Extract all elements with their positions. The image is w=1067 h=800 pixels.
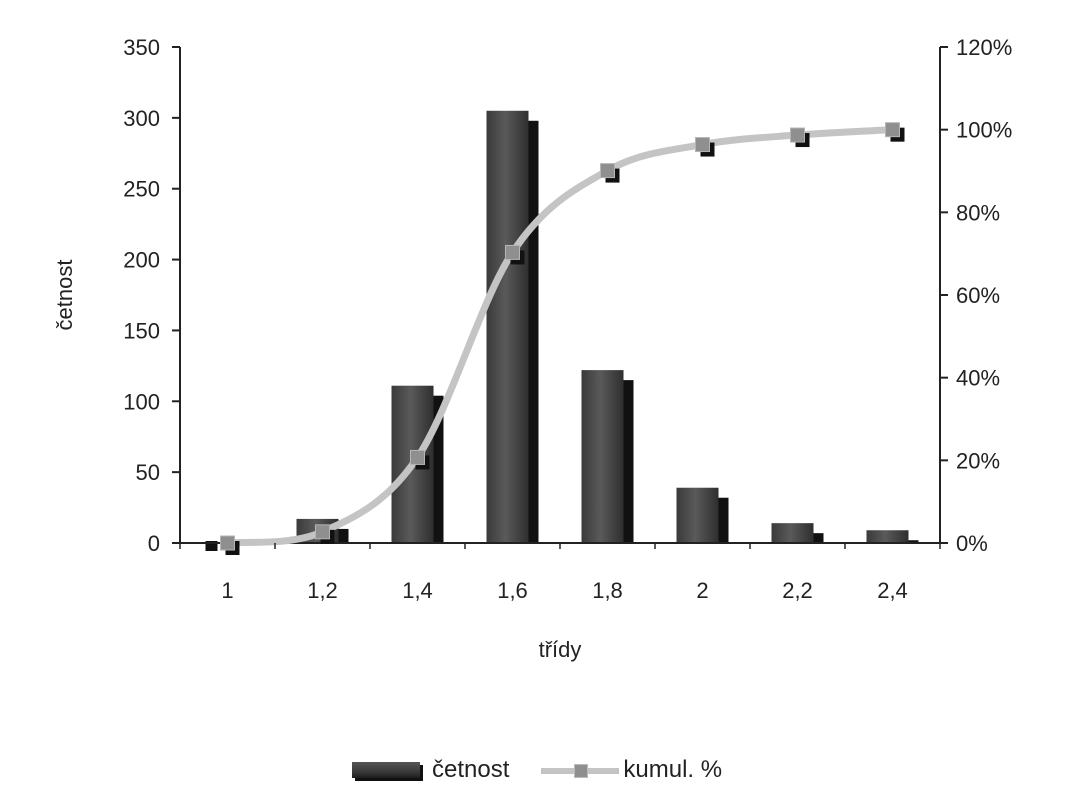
x-tick-label: 1,4: [402, 578, 433, 603]
bar: [676, 487, 719, 543]
x-tick-label: 2,2: [782, 578, 813, 603]
line-marker: [410, 449, 425, 465]
line-marker: [505, 244, 520, 260]
bar: [486, 110, 529, 544]
y-left-tick-label: 350: [123, 35, 160, 60]
y-left-tick-label: 0: [148, 531, 160, 556]
line-marker: [790, 127, 805, 143]
y-left-tick-label: 50: [136, 460, 160, 485]
bar: [205, 541, 218, 551]
legend-item-line: kumul. %: [541, 756, 722, 784]
line-marker: [885, 122, 900, 138]
y-left-tick-label: 200: [123, 248, 160, 273]
x-axis-title: třídy: [539, 637, 582, 662]
y-left-tick-label: 300: [123, 106, 160, 131]
x-tick-label: 1: [221, 578, 233, 603]
line-marker: [220, 535, 235, 551]
x-tick-label: 2,4: [877, 578, 908, 603]
legend-line-label: kumul. %: [623, 756, 723, 783]
legend-line-swatch: [541, 764, 620, 778]
y-right-tick-label: 20%: [956, 448, 1000, 473]
y-right-tick-label: 80%: [956, 200, 1000, 225]
ticks-layer: 0 50 100 150 200 250 300 350 0% 20% 40% 60% 80% 100% 1…: [123, 35, 1012, 603]
legend-item-bar: četnost: [352, 756, 509, 784]
x-tick-label: 1,8: [592, 578, 623, 603]
y-axis-title: četnost: [52, 260, 77, 331]
x-tick-label: 1,6: [497, 578, 528, 603]
bar: [771, 523, 814, 543]
line-marker: [315, 524, 330, 540]
legend-bar-swatch: [352, 762, 420, 778]
x-tick-label: 1,2: [307, 578, 338, 603]
bars-layer: [205, 110, 919, 551]
cumulative-line: [224, 126, 896, 547]
y-left-tick-label: 150: [123, 318, 160, 343]
bar: [581, 370, 624, 543]
line-marker: [600, 163, 615, 179]
bar: [866, 530, 909, 543]
y-right-tick-label: 120%: [956, 35, 1012, 60]
legend: četnost kumul. %: [352, 756, 754, 784]
legend-bar-label: četnost: [432, 756, 510, 783]
y-right-tick-label: 0%: [956, 531, 988, 556]
y-left-tick-label: 250: [123, 177, 160, 202]
y-left-tick-label: 100: [123, 389, 160, 414]
y-right-tick-label: 60%: [956, 283, 1000, 308]
line-marker: [695, 137, 710, 153]
x-tick-label: 2: [696, 578, 708, 603]
y-right-tick-label: 100%: [956, 118, 1012, 143]
axes-layer: [179, 47, 941, 544]
y-right-tick-label: 40%: [956, 366, 1000, 391]
line-layer: [220, 122, 905, 555]
